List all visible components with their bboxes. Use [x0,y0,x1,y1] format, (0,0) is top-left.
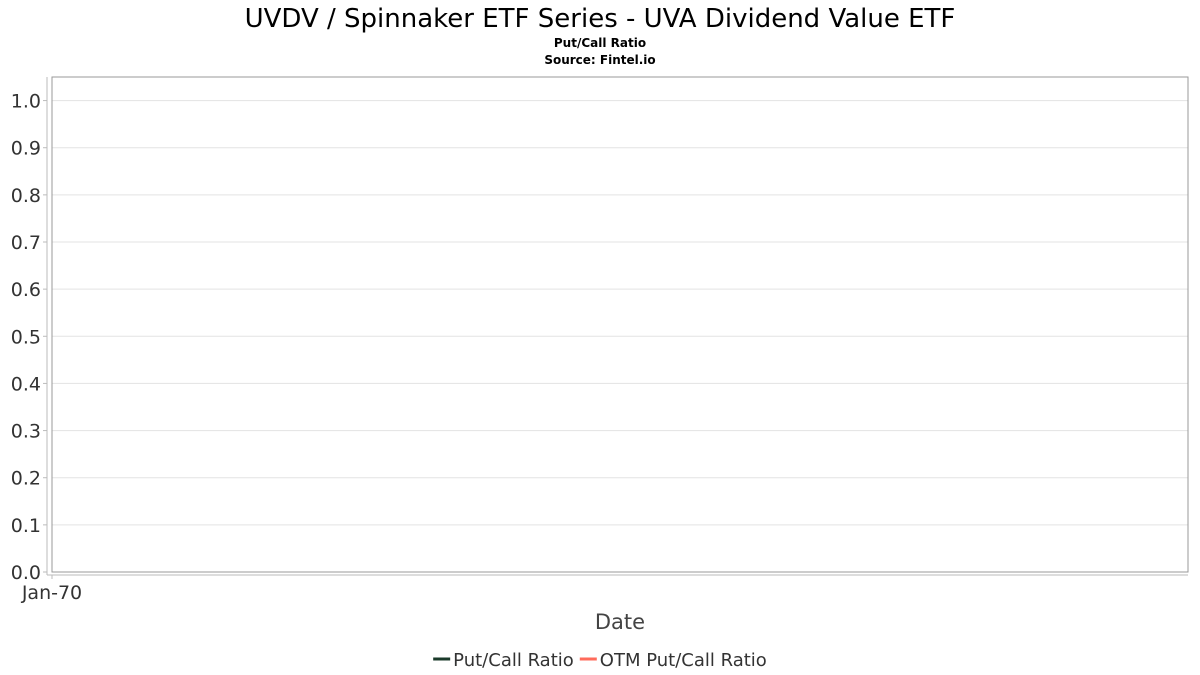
y-tick-label: 0.7 [11,232,41,254]
y-tick-label: 0.4 [11,373,41,395]
grid-lines [52,100,1188,526]
y-tick-label: 0.1 [11,515,41,537]
chart-title: UVDV / Spinnaker ETF Series - UVA Divide… [245,4,956,34]
plot-area [51,76,1189,573]
y-tick-label: 0.2 [11,468,41,490]
chart-subtitle: Put/Call Ratio [554,36,646,50]
y-tick-label: 0.9 [11,138,41,160]
y-tick-label: 0.8 [11,185,41,207]
legend-item[interactable]: OTM Put/Call Ratio [579,650,767,671]
x-axis-label: Date [595,610,645,634]
y-tick-label: 0.5 [11,326,41,348]
legend-item[interactable]: Put/Call Ratio [433,650,574,671]
y-tick-label: 0.3 [11,421,41,443]
x-axis-ticks: Jan-70 [21,575,82,604]
y-tick-label: 0.6 [11,279,41,301]
chart-source: Source: Fintel.io [544,53,655,67]
legend: Put/Call Ratio OTM Put/Call Ratio [433,650,767,671]
x-tick-label: Jan-70 [21,582,82,604]
legend-label: OTM Put/Call Ratio [600,650,767,671]
y-tick-label: 0.0 [11,562,41,584]
y-axis-ticks: 0.0 0.1 0.2 0.3 0.4 0.5 0.6 0.7 0.8 0.9 1.0 [11,91,47,584]
legend-label: Put/Call Ratio [453,650,574,671]
y-tick-label: 1.0 [11,91,41,113]
